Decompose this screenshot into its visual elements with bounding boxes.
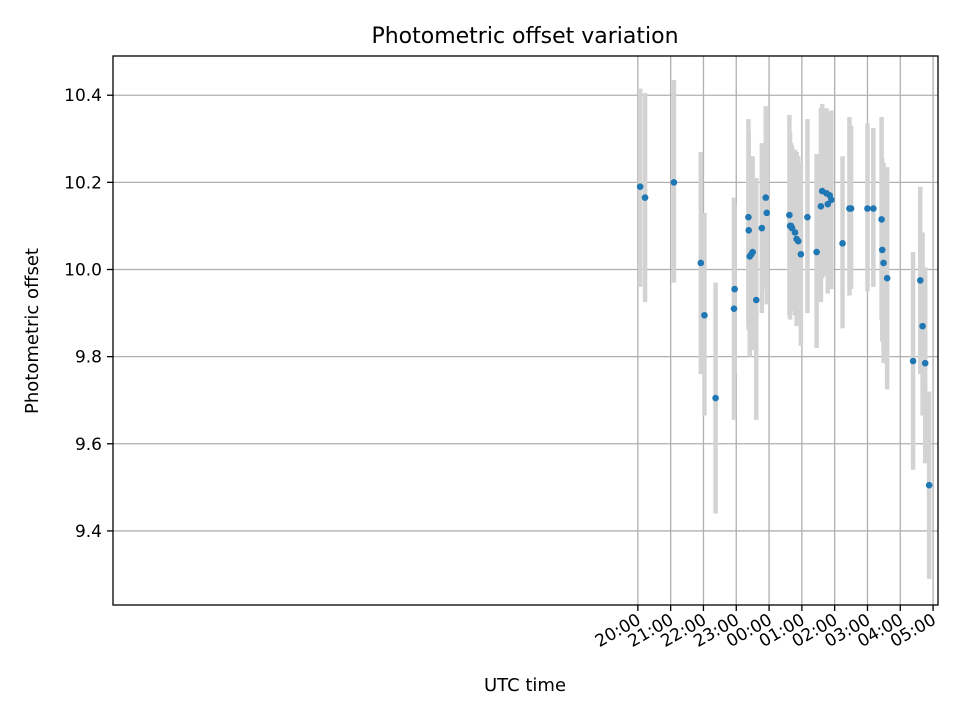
y-axis-label: Photometric offset xyxy=(22,248,43,414)
y-tick-label: 10.4 xyxy=(64,86,102,106)
data-point xyxy=(909,357,917,365)
y-tick-label: 10.2 xyxy=(64,173,102,193)
x-axis-label: UTC time xyxy=(484,675,566,696)
data-point xyxy=(916,277,924,284)
data-point xyxy=(636,183,644,191)
data-point xyxy=(794,237,802,245)
y-tick-label: 10.0 xyxy=(64,261,102,281)
data-point xyxy=(813,248,820,256)
data-point xyxy=(817,203,825,210)
data-point xyxy=(797,250,805,258)
data-point xyxy=(749,248,756,256)
data-point xyxy=(786,211,793,219)
data-point xyxy=(697,259,705,267)
plot-frame xyxy=(112,55,939,606)
data-point xyxy=(878,246,886,254)
chart-title: Photometric offset variation xyxy=(371,24,678,49)
data-point xyxy=(883,274,891,282)
data-point xyxy=(824,200,832,208)
data-point xyxy=(828,196,835,204)
data-point xyxy=(712,394,719,402)
data-point xyxy=(752,296,760,304)
data-point xyxy=(763,209,771,217)
data-point xyxy=(758,224,766,232)
data-point xyxy=(921,359,929,367)
data-point xyxy=(745,213,752,221)
data-point xyxy=(847,205,855,212)
data-point xyxy=(864,205,871,212)
data-point xyxy=(745,226,753,234)
data-points xyxy=(636,179,933,489)
data-point xyxy=(870,205,877,212)
data-point xyxy=(804,213,811,221)
data-point xyxy=(839,240,846,247)
y-tick-label: 9.4 xyxy=(75,522,102,542)
data-point xyxy=(730,305,738,313)
data-point xyxy=(925,481,933,489)
data-point xyxy=(670,179,678,186)
y-tick-label: 9.8 xyxy=(75,348,102,368)
y-tick-label: 9.6 xyxy=(75,435,102,455)
data-point xyxy=(880,259,887,267)
data-point xyxy=(919,322,926,330)
data-point xyxy=(878,216,885,223)
y-axis: 9.4 9.6 9.8 10.0 10.2 10.4 xyxy=(64,86,113,542)
data-point xyxy=(762,194,770,201)
data-point xyxy=(701,311,708,319)
data-point xyxy=(641,194,649,201)
data-point xyxy=(731,285,738,293)
data-point xyxy=(791,229,799,236)
